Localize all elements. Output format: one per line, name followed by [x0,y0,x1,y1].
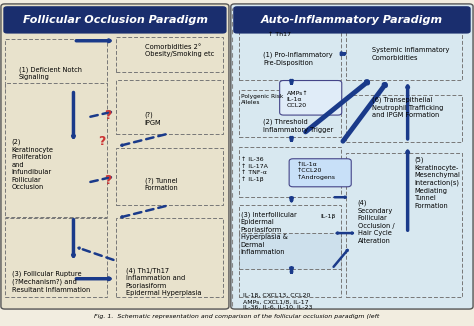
Text: IL-1β: IL-1β [320,214,335,219]
Text: ↑IL-1α
↑CCL20
↑Androgens: ↑IL-1α ↑CCL20 ↑Androgens [296,162,335,180]
FancyBboxPatch shape [116,218,223,297]
Text: (3) Follicular Rupture
(?Mechanism?) and
Resultant Inflammation: (3) Follicular Rupture (?Mechanism?) and… [12,271,90,293]
Text: (5)
Keratinocyte-
Mesenchymal
Interaction(s)
Mediating
Tunnel
Formation: (5) Keratinocyte- Mesenchymal Interactio… [415,156,461,209]
Text: (?) Tunnel
Formation: (?) Tunnel Formation [145,177,178,191]
FancyBboxPatch shape [346,153,462,297]
FancyBboxPatch shape [116,148,223,205]
Text: Auto-Inflammatory Paradigm: Auto-Inflammatory Paradigm [261,15,443,24]
FancyBboxPatch shape [5,218,107,297]
Text: (4)
Secondary
Follicular
Occlusion /
Hair Cycle
Alteration: (4) Secondary Follicular Occlusion / Hai… [358,200,394,244]
FancyBboxPatch shape [346,95,462,142]
Text: (1) Deficient Notch
Signaling: (1) Deficient Notch Signaling [19,67,82,80]
Text: ?: ? [98,135,105,148]
FancyBboxPatch shape [239,233,341,269]
FancyBboxPatch shape [239,90,341,137]
FancyBboxPatch shape [5,83,107,217]
Text: (2)
Keratinocyte
Proliferation
and
Infundibular
Follicular
Occlusion: (2) Keratinocyte Proliferation and Infun… [12,139,54,190]
Text: AMPs↑
IL-1α
CCL20: AMPs↑ IL-1α CCL20 [287,91,309,108]
FancyBboxPatch shape [3,6,227,34]
Text: ↑ Th17: ↑ Th17 [268,32,291,37]
Text: ?: ? [104,174,112,187]
Text: ?: ? [104,109,112,122]
Text: Fig. 1.  Schematic representation and comparison of the follicular occlusion par: Fig. 1. Schematic representation and com… [94,314,380,319]
Text: Polygenic Risk
Alleles: Polygenic Risk Alleles [241,94,283,105]
Text: Follicular Occlusion Paradigm: Follicular Occlusion Paradigm [23,15,208,24]
FancyBboxPatch shape [346,29,462,80]
Text: (1) Pro-Inflammatory
Pre-Disposition: (1) Pro-Inflammatory Pre-Disposition [263,52,333,66]
FancyBboxPatch shape [5,39,107,90]
Text: IL-1β, CXCL13, CCL20
AMPs, CXCL1/8, IL-17
IL-36, IL-6, IL-10, IL-23: IL-1β, CXCL13, CCL20 AMPs, CXCL1/8, IL-1… [243,293,313,310]
FancyBboxPatch shape [116,37,223,72]
FancyBboxPatch shape [239,29,341,80]
FancyBboxPatch shape [289,159,351,187]
Text: (2) Threshold
Inflammatory Trigger: (2) Threshold Inflammatory Trigger [263,119,333,132]
FancyBboxPatch shape [239,205,341,297]
Text: (?)
IPGM: (?) IPGM [145,112,161,126]
Text: (4) Th1/Th17
Inflammation and
Psoriasiform
Epidermal Hyperplasia: (4) Th1/Th17 Inflammation and Psoriasifo… [126,268,201,296]
FancyBboxPatch shape [116,80,223,134]
FancyBboxPatch shape [233,6,471,34]
Text: Comorbidities 2°
Obesity/Smoking etc: Comorbidities 2° Obesity/Smoking etc [145,44,214,57]
Text: (3) Interfollicular
Epidermal
Psoriasiform
Hyperplasia &
Dermal
Inflammation: (3) Interfollicular Epidermal Psoriasifo… [241,211,297,255]
FancyBboxPatch shape [231,4,473,309]
Text: ↑ IL-36
↑ IL-17A
↑ TNF-α
↑ IL-1β: ↑ IL-36 ↑ IL-17A ↑ TNF-α ↑ IL-1β [241,157,268,182]
Text: Systemic Inflammatory
Comorbidities: Systemic Inflammatory Comorbidities [372,47,449,61]
Text: (6) Transepithelial
Neutrophil Trafficking
and IPGM Formation: (6) Transepithelial Neutrophil Trafficki… [372,97,444,118]
FancyBboxPatch shape [239,147,341,197]
FancyBboxPatch shape [1,4,229,309]
FancyBboxPatch shape [280,81,342,115]
